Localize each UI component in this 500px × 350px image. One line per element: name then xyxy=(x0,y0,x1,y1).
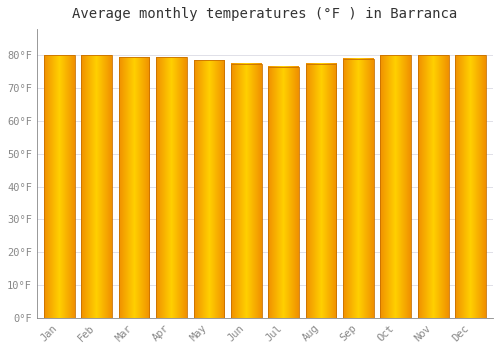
Bar xyxy=(156,57,187,318)
Bar xyxy=(268,67,299,318)
Bar xyxy=(82,55,112,318)
Title: Average monthly temperatures (°F ) in Barranca: Average monthly temperatures (°F ) in Ba… xyxy=(72,7,458,21)
Bar xyxy=(44,55,74,318)
Bar xyxy=(456,55,486,318)
Bar xyxy=(306,63,336,318)
Bar xyxy=(380,55,411,318)
Bar xyxy=(343,58,374,318)
Bar xyxy=(194,60,224,318)
Bar xyxy=(118,57,150,318)
Bar xyxy=(231,63,262,318)
Bar xyxy=(418,55,448,318)
